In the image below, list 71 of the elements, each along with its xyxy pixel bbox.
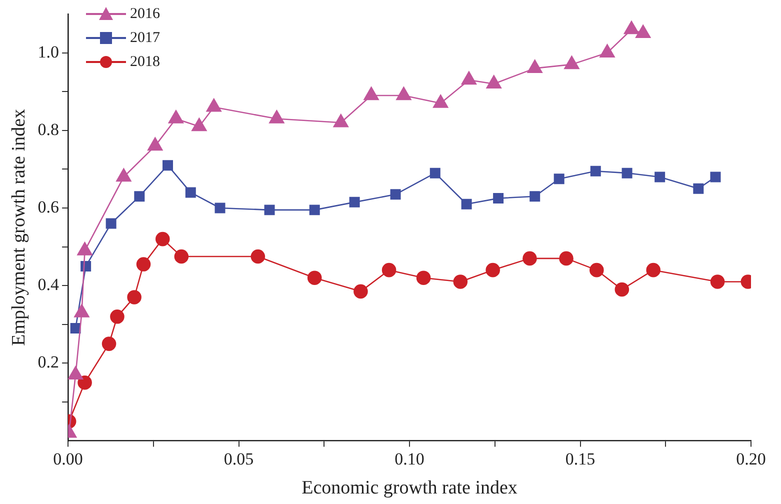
point: [522, 251, 537, 266]
point: [148, 137, 163, 151]
point: [250, 249, 266, 264]
point: [333, 114, 348, 128]
point: [564, 56, 580, 70]
y-tick-label: 1.0: [38, 42, 60, 62]
point: [349, 196, 360, 208]
point: [710, 274, 725, 289]
point: [554, 174, 564, 184]
point: [530, 191, 540, 202]
legend-label: 2016: [130, 5, 160, 24]
point: [309, 204, 320, 216]
point: [622, 168, 632, 178]
y-tick-label: 0.4: [38, 275, 60, 294]
legend-label: 2017: [130, 29, 160, 48]
x-tick-label: 0.20: [736, 449, 766, 468]
point: [654, 172, 666, 182]
point: [206, 98, 222, 112]
point: [396, 86, 412, 100]
point: [693, 183, 704, 194]
y-tick-label: 0.2: [38, 352, 60, 372]
point: [116, 168, 132, 182]
point: [430, 168, 440, 178]
point: [382, 262, 396, 278]
point: [78, 375, 92, 390]
y-axis-title: Employment growth rate index: [8, 108, 30, 346]
point: [646, 262, 660, 278]
y-tick-label: 0.6: [38, 197, 60, 216]
x-tick-label: 0.15: [565, 449, 596, 468]
point: [264, 204, 275, 216]
point: [354, 284, 368, 299]
point: [136, 257, 151, 272]
point: [614, 282, 630, 297]
point: [636, 24, 651, 38]
point: [106, 218, 116, 229]
point: [127, 290, 142, 304]
point: [162, 160, 174, 171]
point: [174, 249, 189, 264]
point: [185, 187, 196, 198]
point: [461, 71, 477, 85]
x-axis-title: Economic growth rate index: [302, 478, 518, 499]
x-tick-label: 0.05: [224, 449, 254, 468]
point: [433, 94, 448, 108]
point: [559, 251, 574, 266]
point: [600, 44, 615, 58]
point: [710, 172, 721, 182]
point: [493, 193, 504, 204]
point: [390, 189, 401, 200]
x-tick-label: 0.10: [394, 449, 424, 468]
point: [168, 110, 184, 124]
point: [416, 270, 431, 285]
point: [155, 232, 170, 246]
point: [192, 118, 207, 132]
point: [134, 191, 145, 202]
point: [624, 20, 640, 34]
point: [307, 270, 322, 285]
point: [102, 336, 116, 351]
point: [461, 198, 472, 210]
y-tick-label: 0.8: [38, 120, 60, 139]
point: [214, 202, 226, 214]
point: [527, 60, 542, 73]
point: [364, 86, 379, 100]
point: [590, 166, 601, 176]
point: [486, 75, 502, 88]
point: [486, 262, 500, 278]
point: [453, 274, 468, 289]
point: [110, 309, 124, 324]
legend-label: 2018: [130, 53, 160, 72]
x-tick-label: 0.00: [53, 449, 83, 468]
point: [269, 110, 284, 124]
point: [590, 262, 604, 278]
